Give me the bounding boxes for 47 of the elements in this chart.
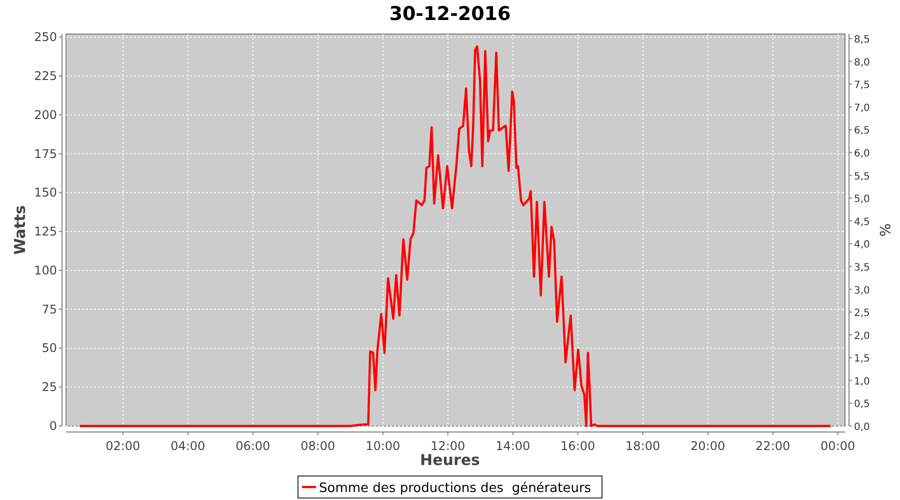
y-tick-label: 225: [34, 69, 57, 83]
x-tick-label: 22:00: [756, 439, 790, 453]
y-tick-label: 0: [49, 419, 57, 433]
y-tick-label: 250: [34, 30, 57, 44]
x-tick-label: 04:00: [170, 439, 206, 453]
y2-tick-label: 6,5: [854, 126, 870, 137]
y2-tick-label: 2,5: [854, 308, 870, 320]
y2-tick-label: 1,5: [854, 354, 870, 365]
y2-tick-label: 3,5: [854, 262, 870, 274]
y-tick-label: 100: [34, 263, 57, 278]
legend-label: Somme des productions des générateurs: [319, 481, 592, 496]
y-tick-label: 50: [42, 341, 57, 356]
y2-tick-label: 4,5: [854, 216, 870, 228]
x-axis-title: Heures: [420, 451, 480, 469]
y-tick-label: 200: [34, 108, 57, 122]
x-tick-label: 12:00: [430, 439, 466, 453]
x-tick-label: 06:00: [236, 439, 270, 453]
y2-tick-label: 8,0: [854, 57, 870, 68]
y2-tick-label: 0,0: [854, 422, 870, 433]
y2-tick-label: 6,0: [854, 148, 870, 160]
x-tick-label: 18:00: [626, 439, 660, 453]
x-tick-label: 02:00: [106, 439, 140, 453]
y2-tick-label: 4,0: [854, 240, 870, 251]
y2-tick-label: 8,5: [854, 34, 870, 46]
x-tick-label: 16:00: [560, 439, 596, 453]
x-tick-label: 08:00: [300, 439, 336, 453]
y-tick-label: 75: [42, 302, 57, 316]
y2-axis-title: %: [876, 223, 892, 237]
y2-tick-label: 5,0: [854, 194, 870, 206]
y-tick-label: 150: [34, 186, 57, 200]
y2-tick-label: 7,0: [854, 102, 870, 114]
y-tick-label: 175: [34, 146, 57, 161]
x-tick-label: 00:00: [820, 439, 856, 453]
y2-tick-label: 1,0: [854, 376, 870, 388]
y-tick-label: 125: [34, 224, 57, 239]
y2-tick-label: 3,0: [854, 285, 870, 296]
x-tick-label: 20:00: [690, 439, 726, 453]
y2-tick-label: 0,5: [854, 399, 870, 410]
x-tick-label: 10:00: [366, 439, 400, 453]
x-tick-label: 14:00: [496, 439, 530, 453]
y2-tick-label: 7,5: [854, 80, 870, 92]
line-series: [80, 45, 831, 428]
y-tick-label: 25: [42, 380, 57, 394]
y2-tick-label: 2,0: [854, 330, 870, 342]
y-axis-title: Watts: [11, 205, 29, 255]
y2-tick-label: 5,5: [854, 171, 870, 182]
chart-title: 30-12-2016: [389, 3, 511, 25]
